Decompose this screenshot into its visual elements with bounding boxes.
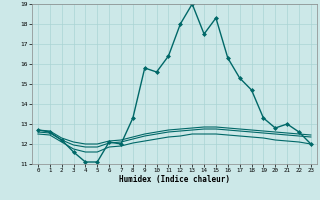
X-axis label: Humidex (Indice chaleur): Humidex (Indice chaleur) — [119, 175, 230, 184]
